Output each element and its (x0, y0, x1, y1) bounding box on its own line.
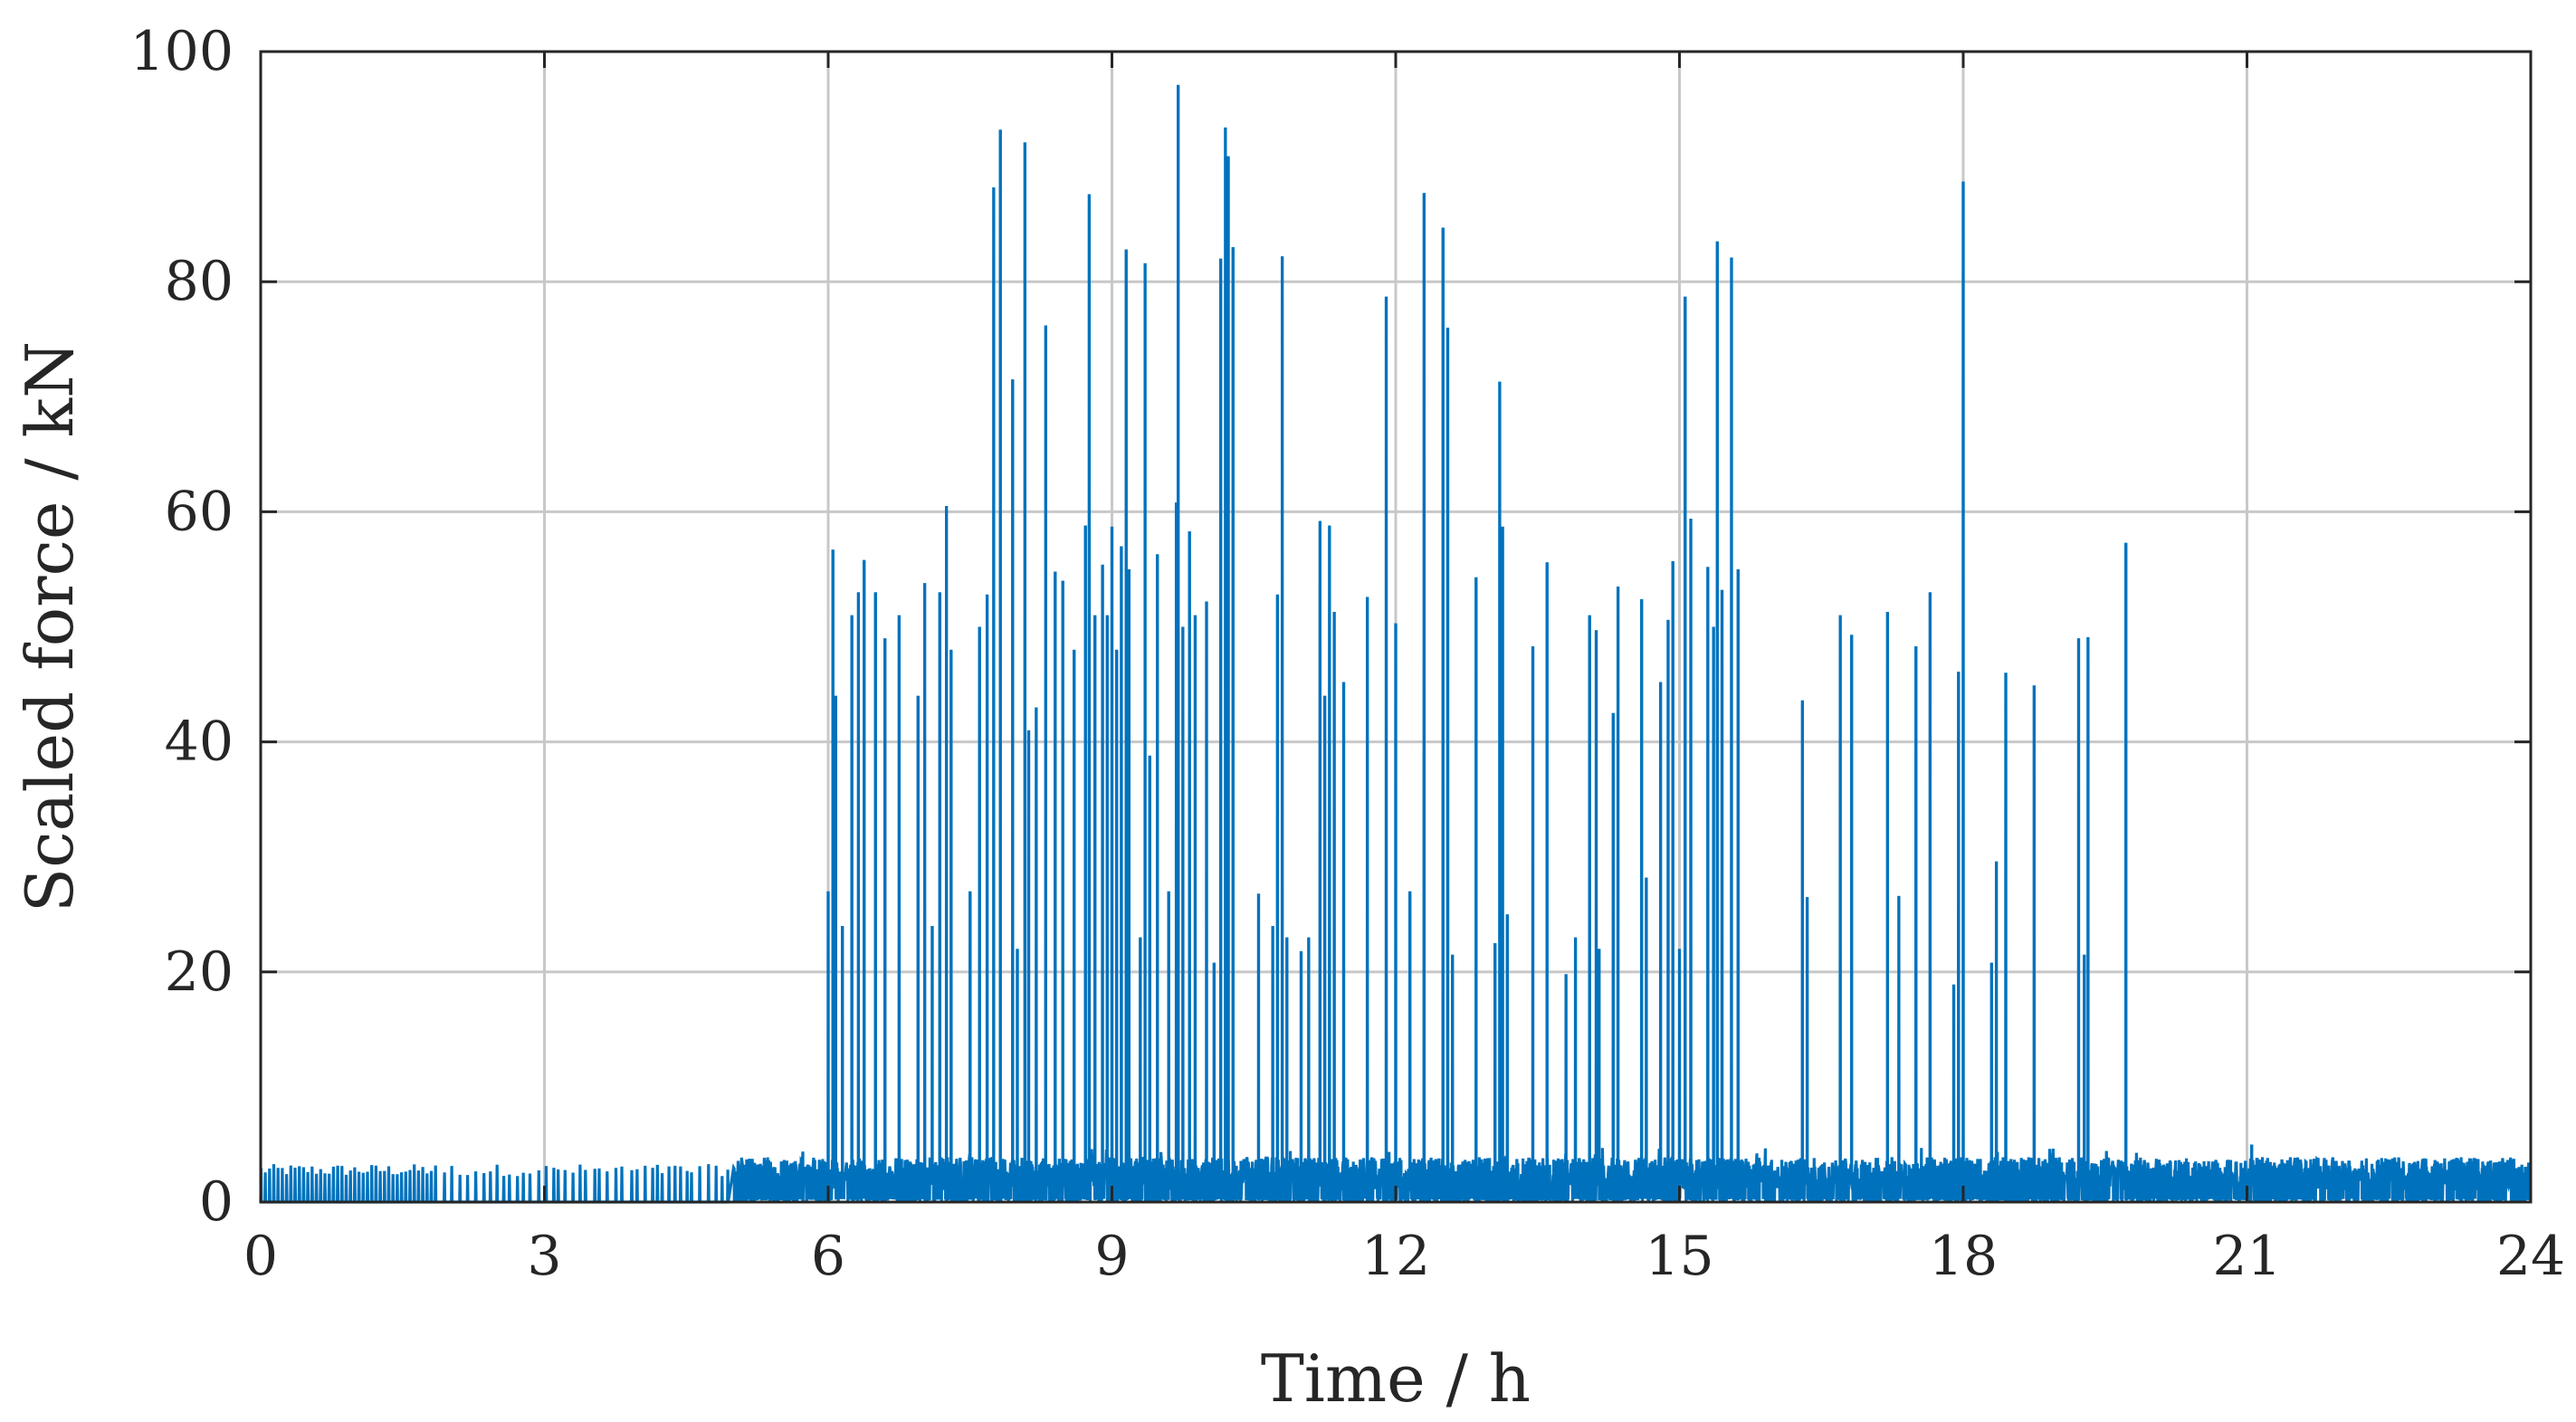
y-tick-labels: 0 20 40 60 80 100 (129, 20, 234, 1234)
x-tick-label: 12 (1361, 1225, 1430, 1288)
force-series (259, 84, 2533, 1204)
axis-ticks (259, 50, 2533, 1204)
x-axis-label: Time / h (1261, 1341, 1531, 1417)
x-tick-label: 18 (1929, 1225, 1998, 1288)
x-tick-label: 0 (243, 1225, 278, 1288)
force-line (259, 84, 2533, 1204)
x-tick-labels: 0 3 6 9 12 15 18 21 24 (243, 1225, 2565, 1288)
x-tick-label: 6 (811, 1225, 845, 1288)
y-axis-label: Scaled force / kN (12, 341, 88, 912)
y-tick-label: 60 (165, 480, 234, 543)
x-tick-label: 21 (2212, 1225, 2281, 1288)
y-tick-label: 0 (199, 1170, 234, 1234)
y-tick-label: 40 (165, 711, 234, 774)
y-tick-label: 100 (129, 20, 234, 83)
x-tick-label: 15 (1645, 1225, 1713, 1288)
y-tick-label: 20 (165, 940, 234, 1004)
x-tick-label: 3 (527, 1225, 561, 1288)
x-tick-label: 9 (1094, 1225, 1129, 1288)
x-tick-label: 24 (2496, 1225, 2565, 1288)
y-tick-label: 80 (165, 250, 234, 313)
